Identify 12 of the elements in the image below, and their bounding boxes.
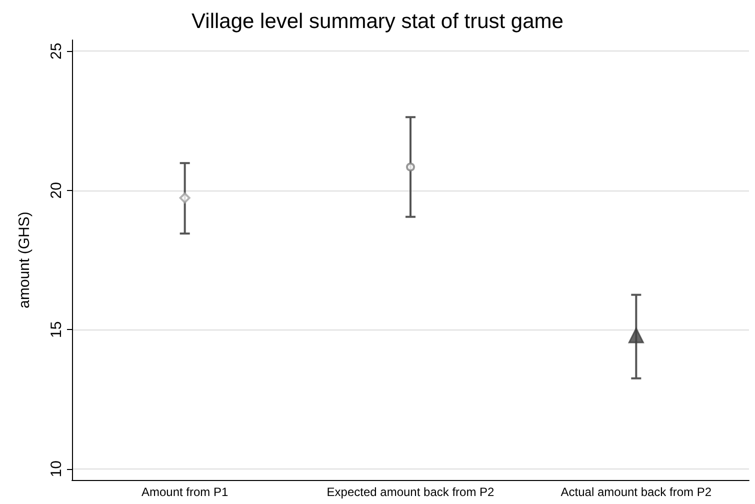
x-tick-label: Actual amount back from P2 <box>560 485 712 499</box>
x-tick-label: Expected amount back from P2 <box>326 485 495 499</box>
y-tick-label: 20 <box>48 182 65 199</box>
point <box>628 328 644 344</box>
chart-title: Village level summary stat of trust game <box>192 10 564 33</box>
point <box>179 192 190 204</box>
point <box>406 162 415 172</box>
y-axis-title: amount (GHS) <box>16 212 33 308</box>
x-tick-label: Amount from P1 <box>141 485 229 499</box>
y-tick-label: 15 <box>48 321 65 338</box>
y-tick-label: 10 <box>48 460 65 478</box>
y-tick-label: 25 <box>48 42 65 60</box>
